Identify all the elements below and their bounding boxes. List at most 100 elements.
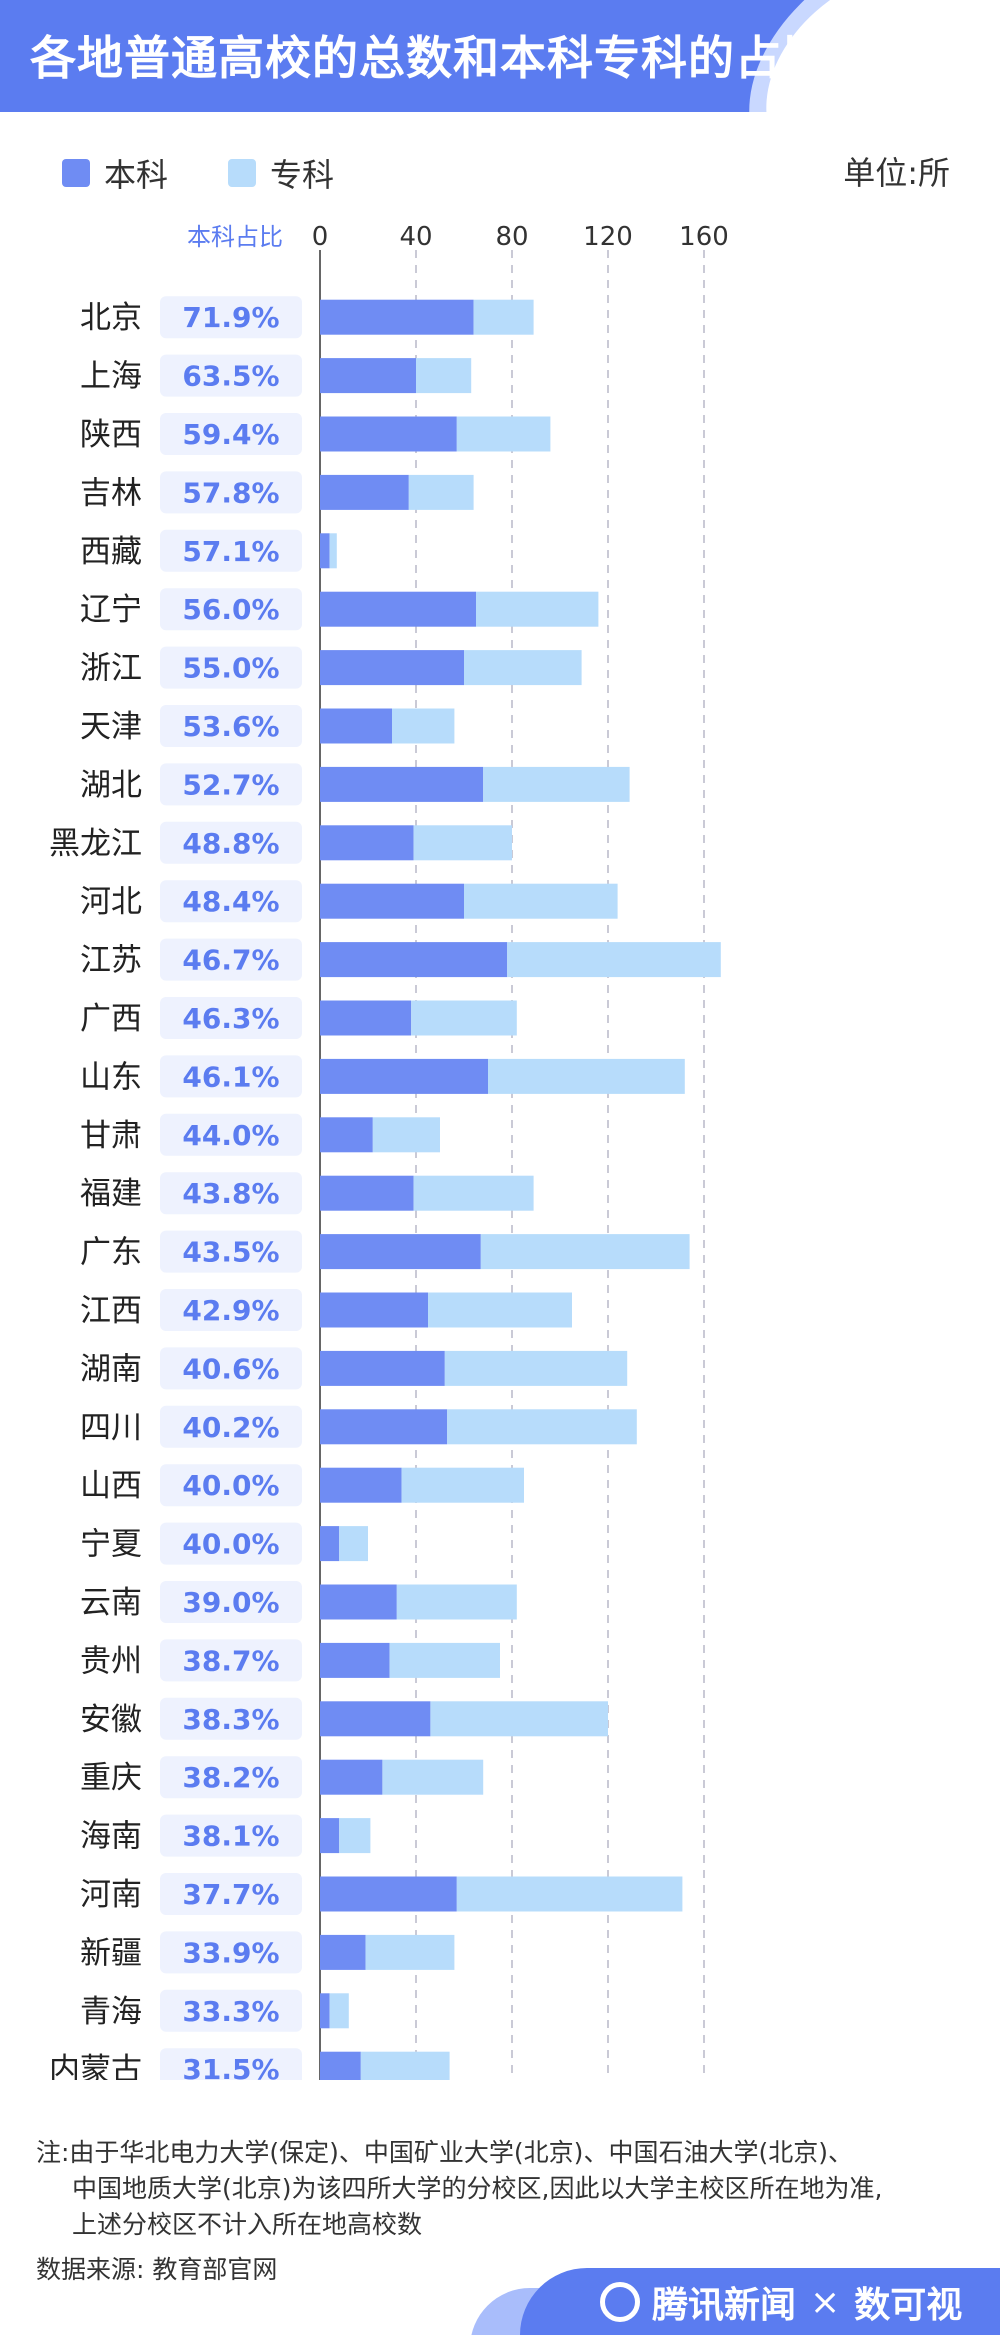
bar-undergrad bbox=[320, 533, 330, 569]
category-label: 山东 bbox=[80, 1059, 142, 1095]
bar-undergrad bbox=[320, 1642, 390, 1678]
legend-swatch-college bbox=[228, 159, 257, 187]
category-label: 河北 bbox=[80, 884, 142, 920]
bar-undergrad bbox=[320, 1234, 481, 1270]
ratio-pill bbox=[160, 1172, 302, 1215]
ratio-value: 46.7% bbox=[182, 944, 279, 977]
ratio-pill bbox=[160, 1697, 302, 1740]
category-label: 北京 bbox=[80, 300, 142, 336]
category-label: 河南 bbox=[80, 1877, 142, 1913]
ratio-value: 46.3% bbox=[182, 1002, 279, 1035]
category-label: 浙江 bbox=[80, 651, 142, 687]
bar-college bbox=[413, 1175, 534, 1211]
stacked-bar-chart: 本科占比0040408080120120160160北京71.9%上海63.5%… bbox=[49, 222, 729, 2080]
ratio-value: 37.7% bbox=[182, 1878, 279, 1911]
x-tick-label-top: 40 bbox=[399, 222, 432, 252]
category-label: 新疆 bbox=[80, 1935, 142, 1971]
bar-undergrad bbox=[320, 416, 457, 452]
bar-undergrad bbox=[320, 1701, 431, 1737]
bar-college bbox=[480, 1234, 690, 1270]
category-label: 山西 bbox=[80, 1468, 142, 1504]
category-label: 湖南 bbox=[80, 1351, 142, 1387]
ratio-pill bbox=[160, 1639, 302, 1682]
bar-undergrad bbox=[320, 474, 409, 510]
bar-undergrad bbox=[320, 591, 476, 627]
footnote-line-2: 中国地质大学(北京)为该四所大学的分校区,因此以大学主校区所在地为准, bbox=[72, 2174, 883, 2203]
ratio-pill bbox=[160, 880, 302, 923]
ratio-value: 71.9% bbox=[182, 301, 279, 334]
ratio-value: 57.1% bbox=[182, 535, 279, 568]
chart-title: 各地普通高校的总数和本科专科的占比 bbox=[30, 31, 829, 85]
ratio-pill bbox=[160, 997, 302, 1039]
brand-name: 腾讯新闻 bbox=[652, 2285, 797, 2326]
category-label: 湖北 bbox=[80, 767, 142, 803]
ratio-pill bbox=[160, 1814, 302, 1857]
bar-undergrad bbox=[320, 1000, 412, 1036]
header-banner: 各地普通高校的总数和本科专科的占比 bbox=[0, 0, 1000, 112]
bar-college bbox=[507, 942, 721, 978]
brand-separator: × bbox=[810, 2281, 841, 2323]
bar-college bbox=[329, 533, 337, 569]
ratio-pill bbox=[160, 471, 302, 514]
bar-undergrad bbox=[320, 1292, 428, 1328]
ratio-pill bbox=[160, 1464, 302, 1507]
ratio-value: 46.1% bbox=[182, 1060, 279, 1093]
ratio-value: 44.0% bbox=[182, 1119, 279, 1152]
bar-college bbox=[456, 416, 551, 452]
ratio-value: 59.4% bbox=[182, 418, 279, 451]
ratio-value: 31.5% bbox=[182, 2053, 279, 2080]
brand-icon bbox=[600, 2282, 640, 2322]
ratio-value: 38.1% bbox=[182, 1820, 279, 1853]
category-label: 青海 bbox=[80, 1994, 142, 2030]
bar-college bbox=[396, 1584, 517, 1620]
bar-college bbox=[365, 1934, 455, 1970]
bar-undergrad bbox=[320, 883, 464, 919]
bar-college bbox=[428, 1292, 572, 1328]
category-label: 四川 bbox=[80, 1410, 142, 1446]
legend-label-undergrad: 本科 bbox=[104, 156, 169, 194]
ratio-value: 56.0% bbox=[182, 593, 279, 626]
ratio-pill bbox=[160, 938, 302, 981]
ratio-pill bbox=[160, 1989, 302, 2032]
ratio-pill bbox=[160, 1113, 302, 1156]
ratio-pill bbox=[160, 705, 302, 747]
bar-undergrad bbox=[320, 299, 474, 335]
bar-undergrad bbox=[320, 358, 416, 394]
bar-undergrad bbox=[320, 1117, 373, 1153]
ratio-pill bbox=[160, 1873, 302, 1915]
ratio-pill bbox=[160, 821, 302, 864]
ratio-pill bbox=[160, 1289, 302, 1331]
bar-college bbox=[392, 708, 455, 744]
ratio-pill bbox=[160, 529, 302, 572]
bar-undergrad bbox=[320, 2051, 361, 2080]
category-label: 安徽 bbox=[80, 1702, 142, 1738]
bar-undergrad bbox=[320, 650, 464, 686]
bar-college bbox=[456, 1876, 683, 1912]
category-label: 贵州 bbox=[80, 1643, 142, 1679]
ratio-pill bbox=[160, 1581, 302, 1623]
ratio-value: 52.7% bbox=[182, 768, 279, 801]
bar-undergrad bbox=[320, 1175, 414, 1211]
bar-college bbox=[360, 2051, 450, 2080]
ratio-value: 40.6% bbox=[182, 1352, 279, 1385]
ratio-pill bbox=[160, 763, 302, 806]
ratio-value: 43.8% bbox=[182, 1177, 279, 1210]
category-label: 陕西 bbox=[80, 417, 142, 453]
category-label: 辽宁 bbox=[80, 592, 142, 628]
bar-undergrad bbox=[320, 1876, 457, 1912]
bar-undergrad bbox=[320, 1350, 445, 1386]
ratio-pill bbox=[160, 646, 302, 689]
category-label: 黑龙江 bbox=[49, 826, 142, 862]
ratio-pill bbox=[160, 1756, 302, 1799]
ratio-value: 33.9% bbox=[182, 1936, 279, 1969]
bar-college bbox=[329, 1993, 349, 2029]
brand-partner: 数可视 bbox=[854, 2285, 963, 2326]
bar-undergrad bbox=[320, 766, 484, 802]
bar-undergrad bbox=[320, 708, 392, 744]
ratio-pill bbox=[160, 1347, 302, 1390]
category-label: 广东 bbox=[80, 1235, 142, 1271]
ratio-value: 57.8% bbox=[182, 476, 279, 509]
ratio-pill bbox=[160, 1522, 302, 1565]
ratio-value: 40.2% bbox=[182, 1411, 279, 1444]
bar-college bbox=[444, 1350, 628, 1386]
